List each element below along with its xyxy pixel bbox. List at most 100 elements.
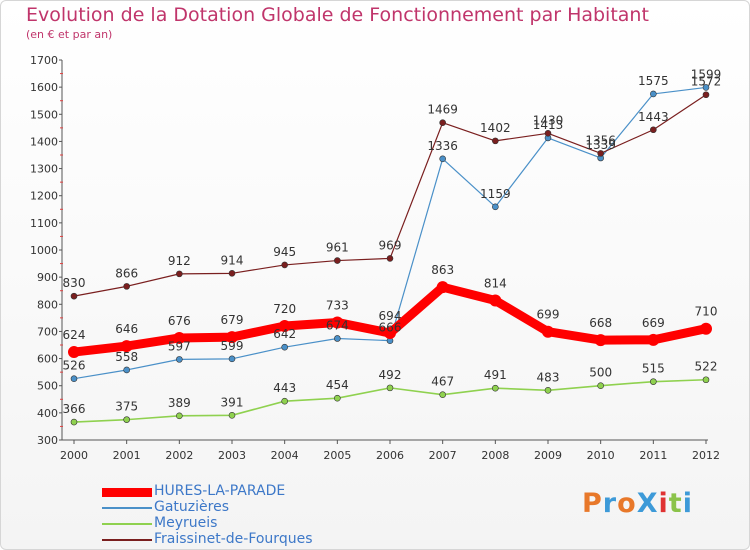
data-label: 599 <box>221 339 244 353</box>
legend-label: Fraissinet-de-Fourques <box>154 531 313 547</box>
legend-label: Gatuzières <box>154 499 229 515</box>
data-label: 467 <box>431 375 454 389</box>
data-point <box>386 255 394 262</box>
data-label: 733 <box>326 298 349 312</box>
data-label: 961 <box>326 241 349 255</box>
data-label: 1356 <box>585 133 616 147</box>
x-tick-label: 2009 <box>534 449 562 462</box>
y-tick-label: 800 <box>37 298 58 311</box>
data-point <box>439 155 446 163</box>
logo-letter: i <box>658 488 669 519</box>
data-label: 1159 <box>480 187 511 201</box>
x-tick-label: 2000 <box>60 449 88 462</box>
data-point <box>386 384 394 392</box>
chart-subtitle: (en € et par an) <box>26 28 113 41</box>
x-tick-label: 2001 <box>113 449 141 462</box>
data-point <box>492 384 499 392</box>
logo-letter: X <box>636 488 659 519</box>
legend-label: Meyrueis <box>154 515 218 531</box>
data-label: 1413 <box>533 118 564 132</box>
data-point <box>70 375 78 382</box>
data-label: 646 <box>115 322 138 336</box>
legend-swatch <box>102 539 152 541</box>
x-tick-label: 2003 <box>218 449 246 462</box>
x-tick-label: 2012 <box>692 449 720 462</box>
data-label: 366 <box>63 402 86 416</box>
data-point <box>650 90 657 98</box>
data-label: 1599 <box>691 67 722 81</box>
data-point <box>123 366 130 374</box>
legend-label: HURES-LA-PARADE <box>154 483 286 499</box>
proxiti-logo: ProXiti <box>582 488 693 519</box>
y-tick-label: 1000 <box>30 244 58 257</box>
data-label: 679 <box>221 313 244 327</box>
data-point <box>489 294 502 307</box>
data-label: 912 <box>168 254 191 268</box>
data-label: 699 <box>537 308 560 322</box>
data-point <box>70 292 78 300</box>
data-point <box>439 391 446 398</box>
data-point <box>594 334 607 347</box>
data-point <box>176 270 183 278</box>
data-point <box>492 203 499 211</box>
data-label: 1402 <box>480 121 511 135</box>
data-label: 1430 <box>533 113 564 127</box>
legend-swatch <box>102 487 152 497</box>
data-point <box>278 320 291 332</box>
y-tick-label: 600 <box>37 353 58 366</box>
y-tick-label: 1700 <box>30 54 58 67</box>
data-label: 522 <box>695 360 718 374</box>
logo-letter: r <box>602 488 618 519</box>
data-label: 515 <box>642 362 665 376</box>
x-tick-label: 2008 <box>481 449 509 462</box>
data-point <box>544 129 552 137</box>
data-label: 500 <box>589 366 612 380</box>
data-point <box>281 261 288 269</box>
x-tick-label: 2011 <box>639 449 667 462</box>
data-point <box>702 376 710 384</box>
data-point <box>281 397 288 405</box>
y-tick-label: 1600 <box>30 81 58 94</box>
data-point <box>439 119 446 126</box>
data-label: 1575 <box>638 74 669 88</box>
data-label: 914 <box>221 253 244 267</box>
data-label: 375 <box>115 400 138 414</box>
data-point <box>176 356 183 363</box>
y-tick-label: 400 <box>37 407 58 420</box>
data-point <box>176 412 183 420</box>
data-label: 391 <box>221 395 244 409</box>
data-point <box>650 378 657 385</box>
legend-swatch <box>102 523 152 525</box>
logo-letter: i <box>682 488 693 519</box>
data-point <box>226 331 238 344</box>
x-tick-label: 2005 <box>323 449 351 462</box>
data-point <box>647 333 660 346</box>
y-tick-label: 900 <box>37 271 58 284</box>
data-label: 1336 <box>427 139 458 153</box>
data-point <box>120 340 133 353</box>
data-point <box>70 418 78 426</box>
data-point <box>702 91 710 99</box>
data-point <box>597 382 604 390</box>
legend-swatch <box>102 507 152 509</box>
data-label: 710 <box>695 305 718 319</box>
data-label: 676 <box>168 314 191 328</box>
data-label: 1572 <box>691 75 722 89</box>
data-label: 483 <box>537 370 560 384</box>
data-label: 558 <box>115 350 138 364</box>
data-label: 830 <box>63 276 86 290</box>
data-point <box>544 387 552 394</box>
y-tick-label: 1400 <box>30 135 58 148</box>
data-label: 443 <box>273 381 296 395</box>
data-label: 674 <box>326 318 349 332</box>
data-label: 1469 <box>427 103 458 117</box>
data-label: 389 <box>168 396 191 410</box>
logo-letter: o <box>617 488 637 519</box>
data-point <box>123 283 130 290</box>
data-label: 666 <box>379 321 402 335</box>
data-label: 454 <box>326 378 349 392</box>
x-tick-label: 2010 <box>587 449 615 462</box>
y-tick-label: 1200 <box>30 190 58 203</box>
